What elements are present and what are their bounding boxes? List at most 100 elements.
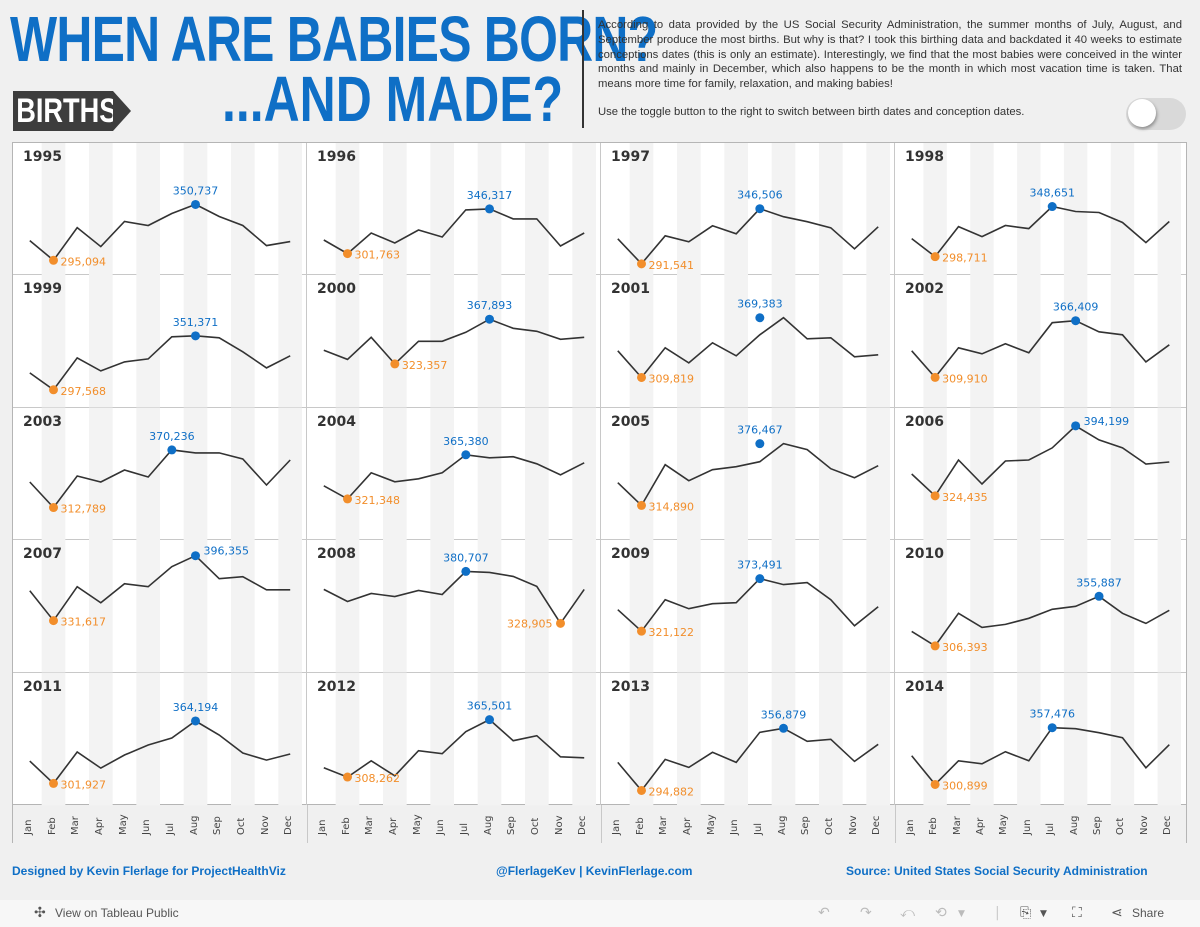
month-band [677,143,701,276]
max-point[interactable] [485,315,494,325]
view-on-tableau-public-link[interactable]: View on Tableau Public [55,906,179,920]
fullscreen-icon[interactable]: ⛶ [1072,905,1082,921]
max-point[interactable] [461,567,471,577]
max-point[interactable] [1071,316,1081,326]
birth-line[interactable] [323,718,585,778]
birth-line[interactable] [911,424,1170,497]
data-source[interactable]: Source: United States Social Security Ad… [846,864,1148,878]
min-point[interactable] [637,259,646,269]
min-point[interactable] [49,385,58,395]
min-point[interactable] [49,255,58,265]
max-point[interactable] [755,438,765,448]
max-point[interactable] [485,204,494,214]
max-point[interactable] [191,199,200,209]
min-point[interactable] [390,359,400,369]
birth-line[interactable] [617,442,879,507]
max-label: 365,501 [467,699,513,712]
max-point[interactable] [1047,722,1057,732]
birth-line[interactable] [29,554,291,623]
month-band [677,407,701,541]
line-chart-2013: 356,879 294,882 [617,672,890,805]
birth-line[interactable] [617,207,879,265]
min-point[interactable] [556,619,565,629]
min-point[interactable] [637,626,646,636]
birth-line[interactable] [911,726,1170,786]
download-dropdown-icon[interactable]: ▼ [1040,909,1047,919]
month-band [231,407,255,541]
min-point[interactable] [343,772,352,782]
birth-line[interactable] [29,335,291,392]
month-band [724,672,748,805]
max-point[interactable] [461,450,471,460]
month-band [278,540,302,673]
share-icon[interactable]: ⋖ [1111,905,1123,921]
birth-line[interactable] [911,595,1170,648]
min-label: 324,435 [942,491,988,504]
birth-line[interactable] [617,727,879,792]
max-point[interactable] [167,445,177,455]
min-point[interactable] [343,249,352,259]
max-point[interactable] [1094,591,1104,601]
redo-icon[interactable]: ↷ [860,905,872,921]
min-point[interactable] [930,491,940,501]
min-point[interactable] [930,779,940,789]
birth-line[interactable] [29,203,291,262]
x-axis: Jan Feb Mar Apr May Jun Jul Aug Sep Oct Nov Dec Jan F… [12,805,1187,843]
max-point[interactable] [191,551,200,561]
max-point[interactable] [1047,202,1057,212]
max-point[interactable] [755,313,765,323]
panel-2008: 380,707 328,905 2008 [307,540,601,673]
x-tick-label: Sep [1092,816,1104,835]
x-tick-label: Jan [22,819,34,835]
min-point[interactable] [637,785,646,795]
min-point[interactable] [930,252,940,262]
max-point[interactable] [1071,421,1081,431]
birth-line[interactable] [323,318,585,366]
month-band [335,407,360,541]
month-band [1063,143,1088,276]
max-label: 396,355 [204,545,250,558]
birth-line[interactable] [323,453,585,500]
min-point[interactable] [930,373,940,383]
max-point[interactable] [755,204,765,214]
birth-line[interactable] [911,320,1170,380]
panel-1997: 346,506 291,541 1997 [601,143,895,276]
birth-line[interactable] [323,570,585,625]
min-point[interactable] [49,616,58,626]
x-tick-label: Feb [340,817,352,835]
birth-line[interactable] [29,719,291,785]
designer-credit[interactable]: Designed by Kevin Flerlage for ProjectHe… [12,864,286,878]
download-icon[interactable]: ⎘ [1020,905,1032,921]
birth-line[interactable] [323,208,585,255]
month-band [136,275,160,408]
year-label: 2004 [317,413,356,430]
share-button[interactable]: Share [1132,906,1165,920]
refresh-dropdown-icon[interactable]: ▼ [958,909,965,919]
undo-icon[interactable]: ↶ [818,905,830,921]
toggle-knob[interactable] [1128,99,1156,127]
birth-line[interactable] [29,448,291,509]
births-conception-toggle[interactable] [1126,98,1186,130]
min-point[interactable] [49,778,58,788]
min-point[interactable] [930,641,940,651]
max-point[interactable] [191,331,200,341]
max-label: 364,194 [173,701,219,714]
min-point[interactable] [637,500,646,510]
panel-1998: 348,651 298,711 1998 [895,143,1186,276]
max-point[interactable] [191,716,200,726]
min-point[interactable] [343,494,352,504]
max-point[interactable] [779,723,788,733]
min-point[interactable] [637,373,646,383]
month-band [572,407,596,541]
birth-line[interactable] [911,205,1170,258]
author-contact[interactable]: @FlerlageKev | KevinFlerlage.com [496,864,693,878]
min-point[interactable] [49,502,58,512]
revert-icon[interactable]: ⤺ [900,905,915,921]
birth-line[interactable] [617,577,879,633]
max-point[interactable] [755,574,765,584]
max-point[interactable] [485,714,494,724]
x-tick-label: May [998,814,1010,835]
refresh-icon[interactable]: ⟲ [935,905,947,921]
birth-line[interactable] [617,317,879,380]
month-band [866,143,890,276]
